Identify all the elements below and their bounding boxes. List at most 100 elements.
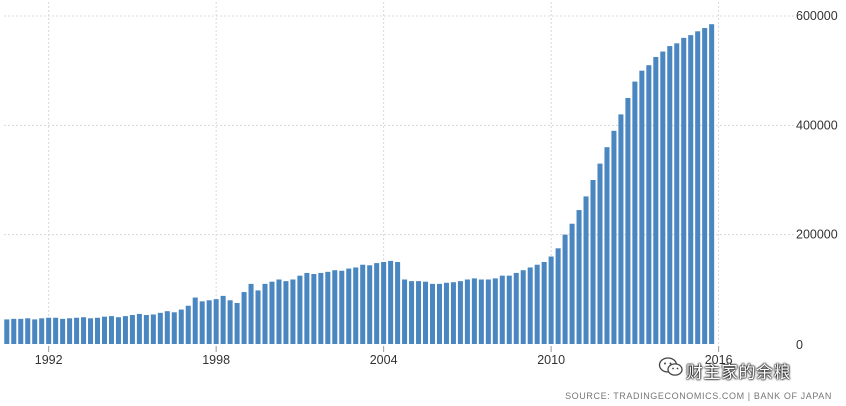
bar xyxy=(520,270,526,344)
bar xyxy=(513,272,519,344)
bar xyxy=(625,98,631,344)
bar xyxy=(290,279,296,344)
bar xyxy=(409,281,415,344)
x-tick-label: 1998 xyxy=(202,353,230,367)
bar xyxy=(367,265,373,344)
wechat-icon xyxy=(658,357,683,376)
bar xyxy=(171,312,177,344)
bar xyxy=(632,81,638,344)
bar xyxy=(381,262,387,344)
bar xyxy=(11,318,17,344)
bar xyxy=(213,299,219,344)
bar xyxy=(639,70,645,345)
bar xyxy=(555,248,561,344)
bar xyxy=(388,260,394,344)
bar xyxy=(32,319,38,344)
bar xyxy=(443,282,449,344)
bar xyxy=(688,35,694,345)
bar xyxy=(464,279,470,344)
bar xyxy=(39,318,45,344)
bar xyxy=(311,274,317,344)
bar xyxy=(325,271,331,344)
bar xyxy=(429,283,436,344)
bar xyxy=(646,65,652,344)
bar xyxy=(478,279,484,344)
bar xyxy=(95,317,101,344)
bar xyxy=(129,315,135,344)
bar xyxy=(192,297,198,344)
x-tick-label: 1992 xyxy=(35,353,63,367)
bar xyxy=(436,283,442,344)
bar xyxy=(227,300,233,344)
x-tick-label: 2016 xyxy=(705,353,733,367)
bar xyxy=(423,281,429,344)
bar xyxy=(611,130,617,344)
bar xyxy=(122,316,128,344)
bar xyxy=(590,180,596,344)
watermark-text: 财主家的余粮 xyxy=(686,363,791,383)
bar xyxy=(695,31,701,344)
bar xyxy=(220,295,226,344)
x-axis-ticks: 1992 1998 2004 2010 2016 xyxy=(35,346,733,367)
bar xyxy=(164,311,170,344)
bar xyxy=(576,210,582,344)
bar xyxy=(534,264,540,344)
source-line: SOURCE: TRADINGECONOMICS.COM | BANK OF J… xyxy=(565,391,832,401)
bar xyxy=(604,147,610,344)
bar xyxy=(506,275,512,344)
bar xyxy=(318,272,324,344)
bar xyxy=(67,318,73,344)
bar xyxy=(681,37,687,344)
bar xyxy=(339,270,345,344)
bar xyxy=(541,262,547,344)
y-tick-label: 600000 xyxy=(796,9,838,23)
bar xyxy=(199,301,205,344)
bar xyxy=(88,318,94,344)
x-tick-label: 2004 xyxy=(370,353,398,367)
bar xyxy=(346,268,352,344)
y-axis-ticks: 0 200000 400000 600000 xyxy=(796,9,838,352)
bar xyxy=(143,315,149,344)
bar xyxy=(332,270,338,344)
bar xyxy=(262,283,268,344)
bar xyxy=(583,196,589,344)
bar xyxy=(492,278,498,344)
bar xyxy=(471,278,477,344)
bar xyxy=(395,262,401,344)
bar xyxy=(402,279,408,344)
bar xyxy=(74,317,80,344)
bar xyxy=(4,319,10,344)
bar xyxy=(18,318,24,344)
bar xyxy=(255,290,261,344)
bar xyxy=(276,279,282,344)
bar xyxy=(241,292,247,344)
bar xyxy=(709,24,715,344)
bar xyxy=(269,281,275,344)
bar xyxy=(178,309,184,344)
bar xyxy=(499,275,505,344)
bar xyxy=(136,313,142,344)
bar xyxy=(450,282,456,344)
bar xyxy=(702,28,708,344)
bar xyxy=(297,275,303,344)
bar xyxy=(360,264,366,344)
bar xyxy=(108,316,114,344)
bar xyxy=(206,300,212,344)
bar xyxy=(185,305,191,344)
bar xyxy=(527,267,533,344)
bar xyxy=(353,267,359,344)
bar xyxy=(46,317,52,344)
bar xyxy=(283,281,289,344)
bar xyxy=(60,318,66,344)
bar xyxy=(304,272,310,344)
bar xyxy=(569,223,575,344)
bar xyxy=(115,317,121,344)
bar xyxy=(150,314,156,344)
bar xyxy=(457,281,463,344)
bar xyxy=(101,316,108,344)
bar xyxy=(53,317,59,344)
y-tick-label: 200000 xyxy=(796,228,838,242)
bar xyxy=(234,303,240,344)
